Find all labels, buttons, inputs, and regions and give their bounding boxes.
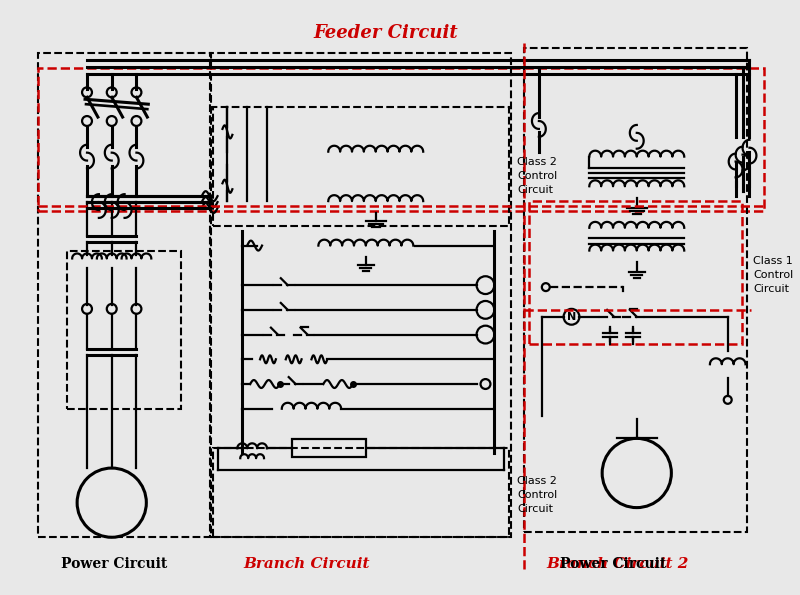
Text: Power Circuit: Power Circuit [61, 557, 167, 571]
Text: Class 2
Control
Circuit: Class 2 Control Circuit [517, 157, 558, 195]
Bar [38, 68, 764, 211]
Bar [38, 53, 210, 537]
Bar [292, 439, 366, 457]
Bar [210, 53, 511, 537]
Text: Feeder Circuit: Feeder Circuit [314, 24, 458, 42]
Bar [213, 107, 510, 226]
Bar [67, 250, 181, 409]
Bar [529, 201, 742, 345]
Bar [524, 48, 746, 533]
Text: Power Circuit: Power Circuit [560, 557, 666, 571]
Text: Branch Circuit 2: Branch Circuit 2 [546, 557, 689, 571]
Text: Branch Circuit: Branch Circuit [243, 557, 370, 571]
Text: Class 2
Control
Circuit: Class 2 Control Circuit [517, 476, 558, 513]
Text: N: N [567, 312, 576, 322]
Bar [213, 448, 510, 537]
Text: Class 1
Control
Circuit: Class 1 Control Circuit [754, 256, 794, 295]
